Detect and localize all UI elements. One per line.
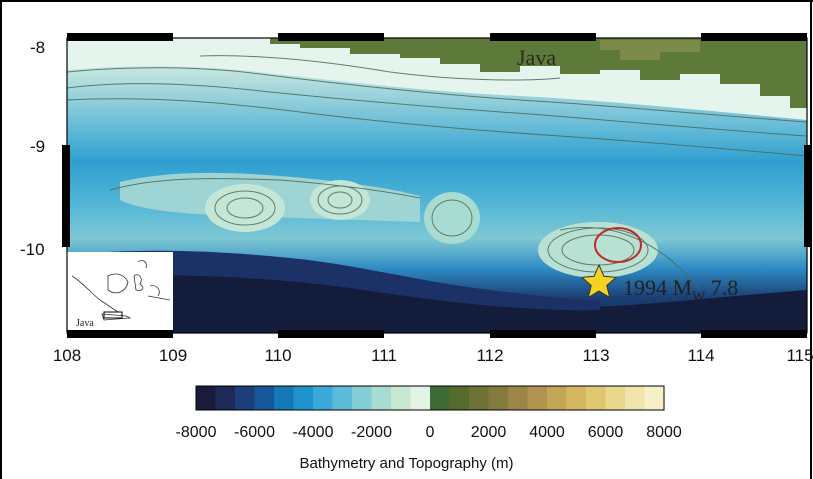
colorbar-swatch	[391, 386, 411, 410]
x-tick-label: 108	[52, 346, 82, 365]
contour-line	[214, 190, 276, 226]
x-tick-label: 110	[264, 346, 292, 365]
java-land	[270, 38, 807, 108]
colorbar-swatch	[274, 386, 294, 410]
contour-line	[226, 197, 264, 219]
colorbar-title: Bathymetry and Topography (m)	[299, 455, 514, 472]
colorbar-swatch	[293, 386, 314, 410]
inset-island	[137, 260, 147, 269]
frame-bar	[278, 330, 384, 338]
map-frame	[62, 33, 812, 338]
colorbar-swatch	[196, 386, 216, 410]
inset-island	[147, 295, 171, 301]
colorbar-swatch	[508, 386, 528, 410]
colorbar-tick-label: -4000	[292, 424, 334, 441]
epicenter-star-icon	[580, 263, 618, 299]
colorbar-swatch	[313, 386, 333, 410]
map-area	[67, 38, 807, 333]
x-tick-label: 115	[786, 346, 813, 365]
frame-bar	[701, 330, 807, 338]
frame-bar	[67, 33, 173, 41]
colorbar-tick-label: 8000	[646, 424, 682, 441]
inset-study-box	[103, 311, 123, 319]
colorbar-swatch	[215, 386, 236, 410]
frame-bar	[804, 145, 812, 247]
seamount-4	[538, 222, 658, 278]
trench-mid	[67, 250, 600, 311]
colorbar-swatch	[352, 386, 372, 410]
seamount-1	[205, 184, 285, 232]
colorbar-tick-label: 4000	[529, 424, 565, 441]
magnitude-prefix: M	[672, 275, 693, 300]
y-tick-label: -9	[30, 137, 46, 156]
rupture-zone-ellipse	[594, 227, 642, 263]
earthquake-label: 1994 MW 7.8	[623, 275, 738, 305]
inset-island	[107, 273, 129, 294]
colorbar-swatch	[235, 386, 255, 410]
frame-bar	[278, 33, 384, 41]
colorbar-swatch	[566, 386, 587, 410]
colorbar-swatch	[371, 386, 392, 410]
colorbar-swatch	[332, 386, 353, 410]
colorbar-swatch	[254, 386, 275, 410]
colorbar-swatch	[430, 386, 450, 410]
colorbar-tick-label: -8000	[175, 424, 217, 441]
y-tick-label: -8	[30, 38, 46, 57]
colorbar-border	[195, 385, 665, 411]
colorbar-swatch	[605, 386, 626, 410]
magnitude-value: 7.8	[710, 275, 739, 300]
bathymetry-contours	[67, 55, 807, 291]
frame-bar	[490, 330, 596, 338]
contour-line	[109, 178, 421, 199]
frame-bar	[701, 33, 807, 41]
colorbar-tick-label: -6000	[234, 424, 275, 441]
frame-bar	[67, 330, 173, 338]
colorbar-swatch	[488, 386, 509, 410]
earthquake-year: 1994	[623, 275, 667, 300]
colorbar-tick-label: -2000	[351, 424, 392, 441]
contour-line	[67, 67, 807, 123]
magnitude-subscript: W	[692, 289, 706, 305]
inset-java-label: Java	[76, 318, 94, 329]
x-tick-label: 111	[371, 346, 397, 365]
contour-line	[199, 55, 561, 81]
java-place-label: Java	[517, 45, 557, 70]
contour-line	[67, 83, 807, 137]
inset-island	[149, 285, 160, 297]
colorbar-swatch	[547, 386, 567, 410]
x-tick-label: 113	[582, 346, 610, 365]
colorbar-swatch	[410, 386, 431, 410]
colorbar-swatch	[527, 386, 548, 410]
inset-island	[71, 275, 119, 313]
colorbar-swatch	[469, 386, 489, 410]
colorbar-swatch	[586, 386, 606, 410]
colorbar-tick-label: 6000	[587, 424, 624, 441]
contour-line	[327, 191, 353, 209]
contour-line	[559, 227, 701, 291]
contour-line	[67, 98, 807, 157]
inset-map	[67, 252, 173, 333]
inset-island	[101, 313, 132, 321]
colorbar-tick-label: 0	[425, 424, 435, 441]
contour-line	[317, 185, 363, 215]
contour-line	[431, 199, 473, 237]
frame-bar	[62, 145, 70, 247]
colorbar	[195, 385, 665, 411]
inset-island	[133, 274, 144, 291]
x-tick-label: 112	[476, 346, 504, 365]
colorbar-swatch	[625, 386, 645, 410]
frame-bar	[490, 33, 596, 41]
java-land-highlands	[600, 40, 700, 60]
colorbar-tick-label: 2000	[470, 424, 507, 441]
y-tick-label: -10	[20, 240, 45, 259]
colorbar-swatch	[644, 386, 665, 410]
x-tick-label: 109	[158, 346, 188, 365]
x-tick-label: 114	[687, 346, 715, 365]
colorbar-swatch	[449, 386, 470, 410]
